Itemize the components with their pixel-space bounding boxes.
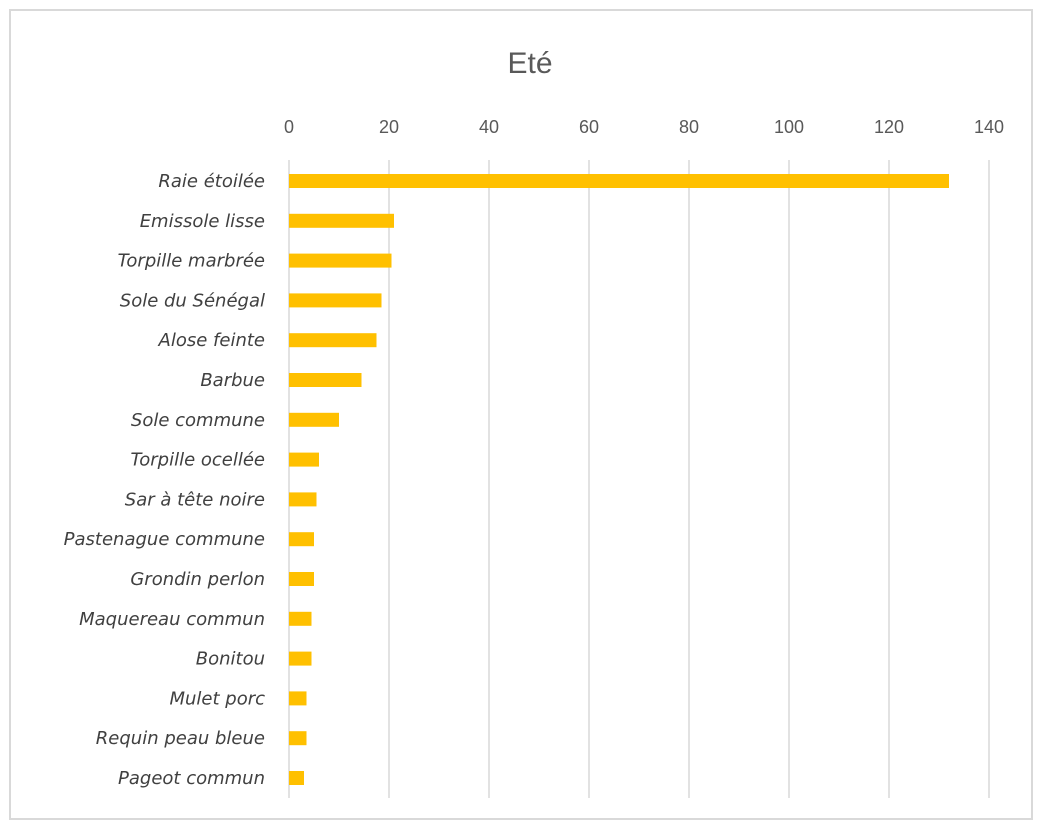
category-label: Mulet porc: [169, 688, 265, 709]
bar: [289, 691, 307, 706]
bar: [289, 174, 949, 188]
category-label: Pastenague commune: [64, 529, 265, 550]
bar: [289, 253, 392, 268]
x-tick-label: 80: [679, 117, 699, 137]
bar: [289, 492, 317, 507]
bar: [289, 412, 339, 427]
category-label: Torpille ocellée: [130, 450, 265, 471]
category-label: Raie étoilée: [158, 171, 265, 192]
category-labels: Raie étoilée Emissole lisse Torpille marbr…: [64, 171, 265, 789]
bar: [289, 452, 319, 467]
category-label: Grondin perlon: [130, 569, 265, 590]
x-tick-label: 20: [379, 117, 399, 137]
bar: [289, 532, 314, 547]
category-label: Torpille marbrée: [118, 251, 265, 272]
category-label: Requin peau bleue: [96, 728, 265, 749]
x-tick-label: 40: [479, 117, 499, 137]
bar: [289, 611, 312, 626]
x-tick-label: 100: [774, 117, 804, 137]
x-tick-label: 140: [974, 117, 1004, 137]
x-axis-ticks: 0 20 40 60 80 100 120 140: [284, 117, 1004, 137]
chart-title: Eté: [507, 47, 552, 80]
gridlines: [288, 160, 990, 798]
bar: [289, 771, 304, 785]
bar: [289, 293, 382, 308]
bars: [289, 174, 949, 785]
bar: [289, 731, 307, 746]
x-tick-label: 60: [579, 117, 599, 137]
category-label: Sar à tête noire: [125, 489, 265, 510]
bar: [289, 651, 312, 666]
category-label: Sole commune: [131, 410, 265, 431]
chart-frame: [9, 9, 1033, 820]
category-label: Bonitou: [196, 649, 265, 670]
category-label: Pageot commun: [118, 768, 265, 789]
category-label: Maquereau commun: [79, 609, 265, 630]
x-tick-label: 0: [284, 117, 294, 137]
category-label: Barbue: [200, 370, 265, 391]
category-label: Sole du Sénégal: [120, 290, 265, 311]
x-tick-label: 120: [874, 117, 904, 137]
bar: [289, 572, 314, 586]
bar: [289, 333, 377, 348]
bar: [289, 373, 362, 387]
category-label: Emissole lisse: [140, 211, 265, 232]
bar: [289, 213, 394, 228]
category-label: Alose feinte: [158, 330, 265, 351]
